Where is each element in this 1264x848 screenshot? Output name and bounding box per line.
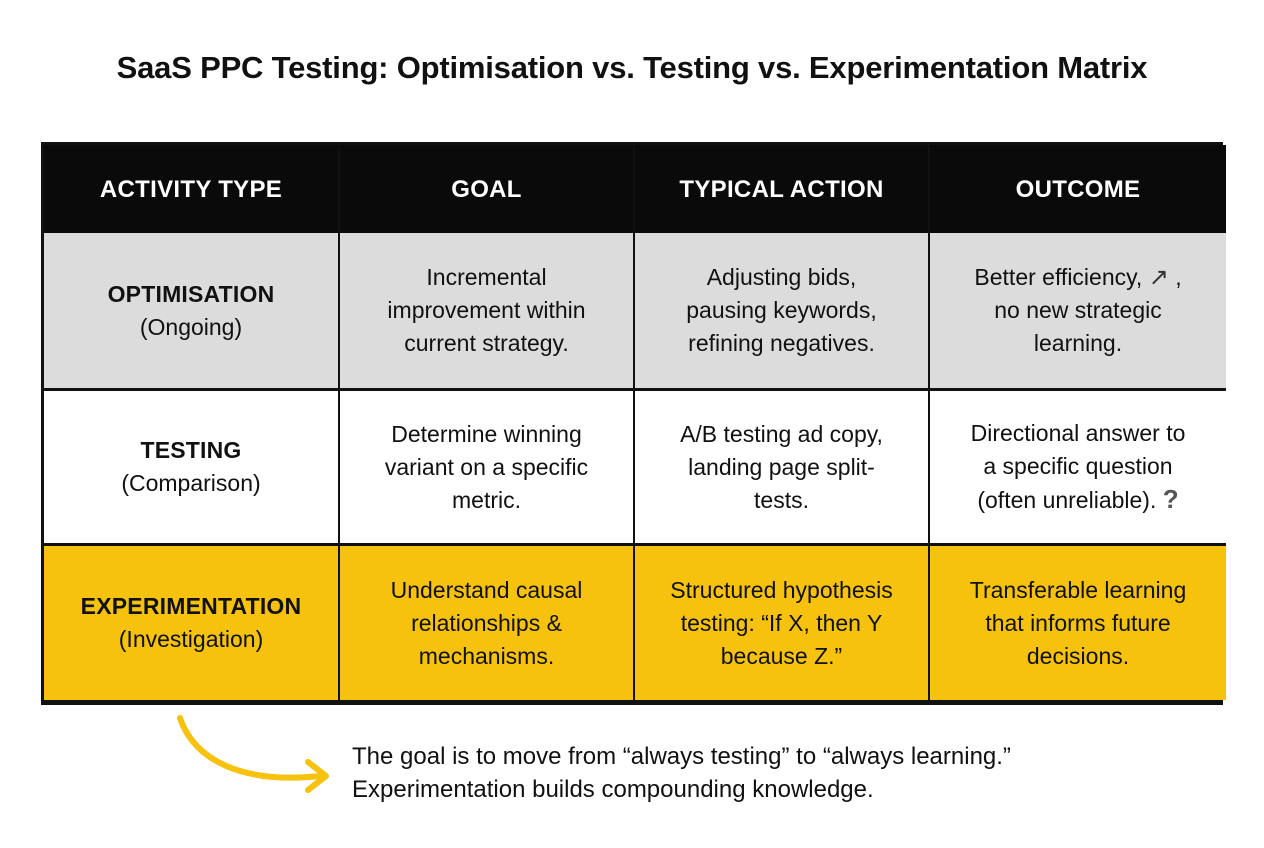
page-title: SaaS PPC Testing: Optimisation vs. Testi… <box>116 50 1148 85</box>
header-typical-action: TYPICAL ACTION <box>635 145 928 233</box>
action-line: A/B testing ad copy, <box>680 420 883 447</box>
goal-line: metric. <box>452 486 521 513</box>
goal-line: Determine winning <box>391 420 582 447</box>
goal-line: improvement within <box>387 297 586 323</box>
outcome-text: (often unreliable). <box>977 487 1157 513</box>
note-line-1: The goal is to move from “always testing… <box>352 743 1011 770</box>
action-line: Adjusting bids, <box>706 264 857 290</box>
header-outcome: OUTCOME <box>930 145 1226 233</box>
row-experimentation-outcome: Transferable learning that informs futur… <box>930 543 1226 700</box>
activity-name: OPTIMISATION <box>107 280 275 307</box>
note-line-2: Experimentation builds compounding knowl… <box>352 776 874 803</box>
outcome-line: decisions. <box>1026 642 1130 669</box>
outcome-line: that informs future <box>985 609 1171 636</box>
curved-arrow-icon <box>177 715 329 793</box>
row-testing-goal: Determine winning variant on a specific … <box>340 388 633 543</box>
question-mark-icon: ? <box>1162 484 1179 514</box>
header-goal: GOAL <box>340 145 633 233</box>
goal-line: variant on a specific <box>384 453 589 480</box>
action-line: Structured hypothesis <box>670 576 893 603</box>
outcome-line: (often unreliable). ? <box>977 483 1178 517</box>
action-line: pausing keywords, <box>686 297 877 323</box>
action-line: refining negatives. <box>688 330 875 356</box>
outcome-line: a specific question <box>983 453 1173 479</box>
goal-line: relationships & <box>411 609 562 636</box>
row-testing-outcome: Directional answer to a specific questio… <box>930 388 1226 543</box>
goal-line: mechanisms. <box>418 642 555 669</box>
action-line: tests. <box>754 486 809 513</box>
row-experimentation-activity: EXPERIMENTATION (Investigation) <box>44 543 338 700</box>
row-testing-activity: TESTING (Comparison) <box>44 388 338 543</box>
activity-subtitle: (Ongoing) <box>139 313 243 340</box>
outcome-line: learning. <box>1033 330 1123 356</box>
outcome-line: Better efficiency, ↗ , <box>974 261 1181 294</box>
row-optimisation-action: Adjusting bids, pausing keywords, refini… <box>635 233 928 388</box>
arrow-up-right-icon: ↗ <box>1148 264 1169 291</box>
row-experimentation-goal: Understand causal relationships & mechan… <box>340 543 633 700</box>
activity-name: TESTING <box>140 437 242 463</box>
goal-line: Understand causal <box>390 576 583 603</box>
action-line: because Z.” <box>720 642 843 669</box>
outcome-line: Transferable learning <box>969 576 1187 603</box>
outcome-line: Directional answer to <box>970 420 1186 446</box>
activity-subtitle: (Comparison) <box>121 470 261 496</box>
outcome-text: Better efficiency, <box>974 264 1143 290</box>
activity-subtitle: (Investigation) <box>118 626 264 652</box>
footer-note: The goal is to move from “always testing… <box>352 740 1232 806</box>
row-optimisation-activity: OPTIMISATION (Ongoing) <box>44 233 338 388</box>
goal-line: current strategy. <box>404 330 569 356</box>
row-testing-action: A/B testing ad copy, landing page split-… <box>635 388 928 543</box>
activity-name: EXPERIMENTATION <box>80 593 302 619</box>
goal-line: Incremental <box>426 264 547 290</box>
outcome-text: , <box>1175 264 1182 290</box>
header-activity-type: ACTIVITY TYPE <box>44 145 338 233</box>
row-optimisation-goal: Incremental improvement within current s… <box>340 233 633 388</box>
row-optimisation-outcome: Better efficiency, ↗ , no new strategic … <box>930 233 1226 388</box>
action-line: landing page split- <box>688 453 875 480</box>
comparison-matrix: ACTIVITY TYPE GOAL TYPICAL ACTION OUTCOM… <box>41 142 1226 705</box>
row-experimentation-action: Structured hypothesis testing: “If X, th… <box>635 543 928 700</box>
outcome-line: no new strategic <box>994 297 1162 323</box>
action-line: testing: “If X, then Y <box>680 609 883 636</box>
